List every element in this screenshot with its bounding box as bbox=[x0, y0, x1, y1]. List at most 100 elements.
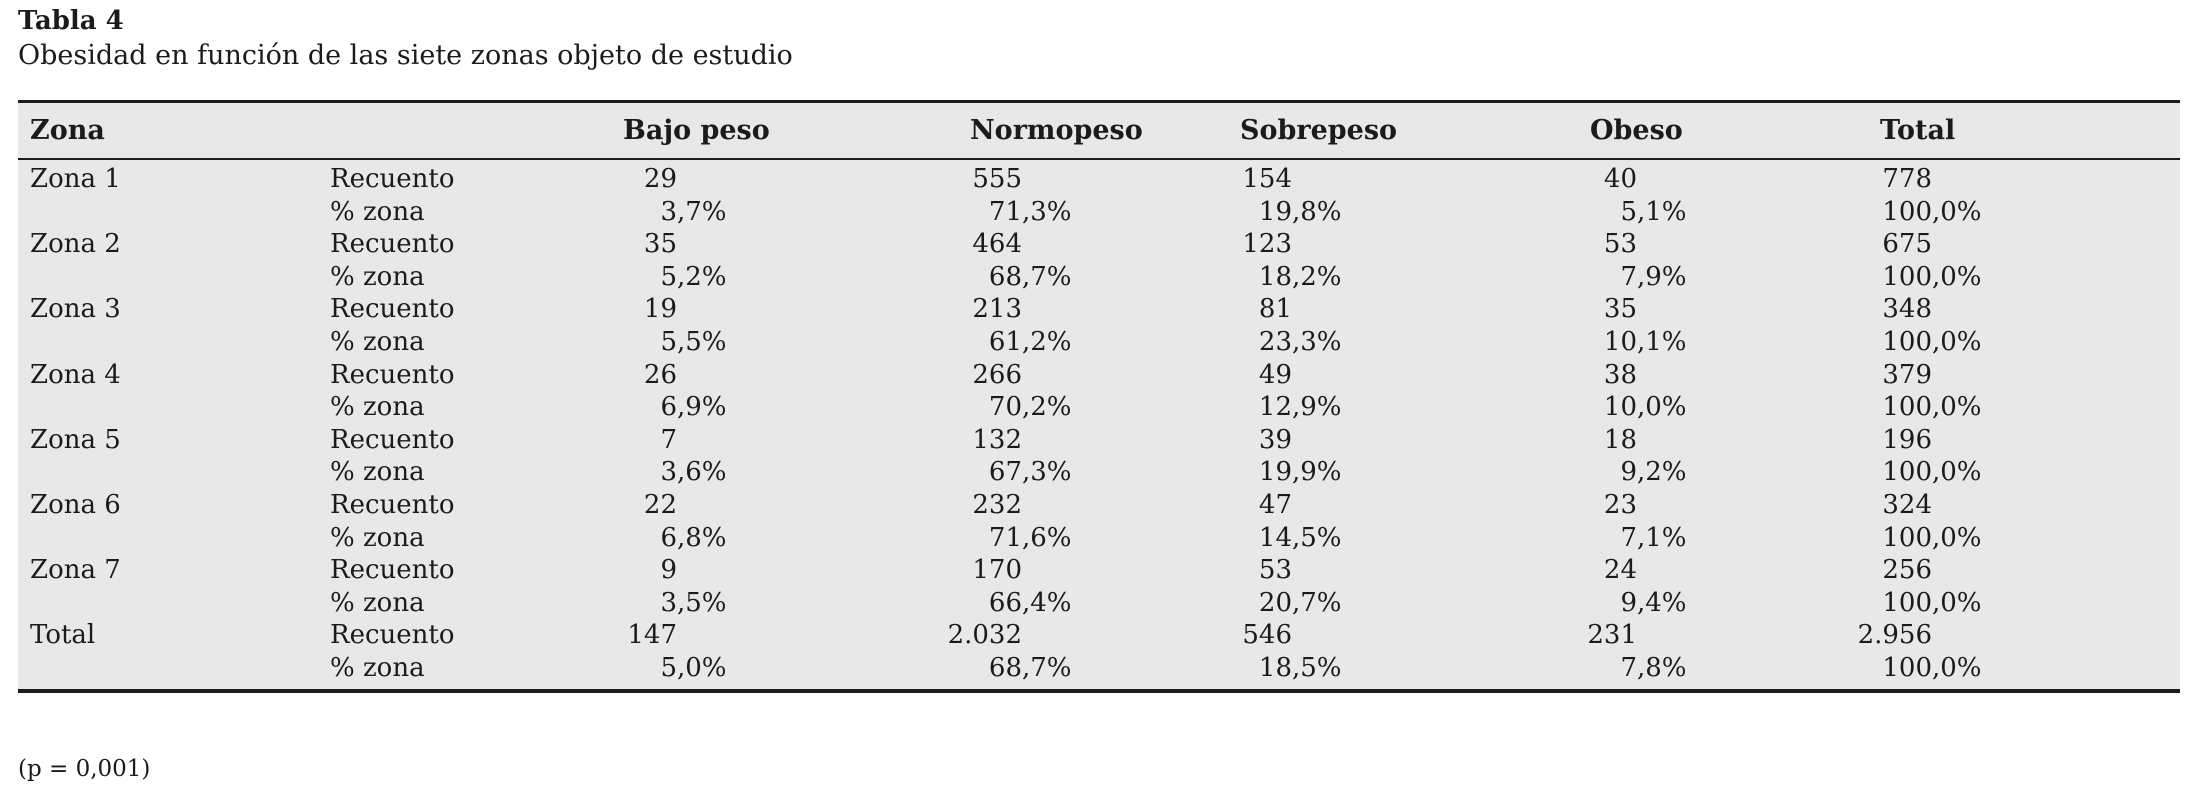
table-row: % zona 3,5% 66,4% 20,7% 9,4% 100,0% bbox=[18, 587, 2180, 620]
value-fraction-part bbox=[1022, 619, 1068, 652]
value-fraction-part bbox=[1292, 293, 1338, 326]
count-value: 9 bbox=[463, 554, 723, 587]
value-integer-part: 19 bbox=[643, 294, 677, 325]
value-fraction-part bbox=[1022, 489, 1068, 522]
percent-value: 3,7% bbox=[463, 196, 726, 229]
percent-value: 100,0% bbox=[1718, 587, 1981, 620]
value-integer-part: 7 bbox=[1620, 522, 1637, 553]
value-integer-part: 7 bbox=[660, 424, 677, 455]
value-fraction-part: ,1% bbox=[1637, 326, 1687, 357]
value-integer-part: 9 bbox=[1620, 457, 1637, 488]
value-fraction-part bbox=[677, 293, 723, 326]
value-fraction-part: ,8% bbox=[1292, 196, 1342, 227]
value-integer-part: 47 bbox=[1258, 489, 1292, 520]
count-value: 49 bbox=[1078, 359, 1338, 392]
value-fraction-part bbox=[1637, 163, 1683, 196]
percent-value: 5,5% bbox=[463, 326, 727, 359]
obesity-by-zone-table: Zona Bajo peso Normopeso Sobrepeso Obeso… bbox=[18, 100, 2180, 693]
value-fraction-part: ,4% bbox=[1637, 587, 1687, 618]
value-integer-part: 18 bbox=[1258, 652, 1292, 683]
value-fraction-part bbox=[1022, 424, 1068, 457]
value-integer-part: 100 bbox=[1882, 652, 1932, 683]
metric-label: Recuento bbox=[330, 229, 455, 260]
count-value: 39 bbox=[1078, 424, 1338, 457]
value-fraction-part bbox=[1932, 228, 1978, 261]
value-integer-part: 324 bbox=[1882, 489, 1932, 520]
table-row: Zona 7 Recuento 9 170 53 24 256 bbox=[18, 554, 2180, 587]
value-fraction-part: ,9% bbox=[1292, 457, 1342, 488]
zona-cell bbox=[30, 196, 320, 229]
count-value: 555 bbox=[808, 163, 1068, 196]
percent-value: 5,1% bbox=[1423, 196, 1686, 229]
value-fraction-part: ,3% bbox=[1292, 326, 1342, 357]
value-fraction-part: ,0% bbox=[1932, 522, 1982, 553]
percent-value: 3,6% bbox=[463, 456, 726, 489]
column-header-bajo-peso: Bajo peso bbox=[623, 115, 770, 146]
percent-value: 61,2% bbox=[808, 326, 1072, 359]
value-integer-part: 10 bbox=[1603, 392, 1637, 423]
count-value: 379 bbox=[1718, 359, 1978, 392]
value-fraction-part: ,5% bbox=[677, 326, 727, 357]
value-integer-part: 231 bbox=[1587, 620, 1637, 651]
value-fraction-part: ,2% bbox=[1637, 457, 1687, 488]
value-fraction-part bbox=[677, 163, 723, 196]
count-value: 464 bbox=[808, 228, 1068, 261]
value-integer-part: 23 bbox=[1258, 326, 1292, 357]
value-integer-part: 546 bbox=[1242, 620, 1292, 651]
value-fraction-part bbox=[1932, 424, 1978, 457]
value-fraction-part: ,0% bbox=[1932, 196, 1982, 227]
value-integer-part: 5 bbox=[1620, 196, 1637, 227]
metric-label: Recuento bbox=[330, 620, 455, 651]
value-integer-part: 19 bbox=[1258, 196, 1292, 227]
count-value: 132 bbox=[808, 424, 1068, 457]
table-row: % zona 5,2% 68,7% 18,2% 7,9% 100,0% bbox=[18, 261, 2180, 294]
value-integer-part: 7 bbox=[1620, 261, 1637, 292]
value-integer-part: 100 bbox=[1882, 261, 1932, 292]
value-integer-part: 170 bbox=[972, 555, 1022, 586]
value-fraction-part: ,0% bbox=[1932, 392, 1982, 423]
count-value: 348 bbox=[1718, 293, 1978, 326]
value-integer-part: 61 bbox=[988, 326, 1022, 357]
value-fraction-part: ,7% bbox=[1292, 587, 1342, 618]
count-value: 26 bbox=[463, 359, 723, 392]
value-fraction-part bbox=[1637, 293, 1683, 326]
value-integer-part: 100 bbox=[1882, 326, 1932, 357]
percent-value: 70,2% bbox=[808, 391, 1072, 424]
percent-value: 66,4% bbox=[808, 587, 1072, 620]
value-integer-part: 9 bbox=[1620, 587, 1637, 618]
metric-label: % zona bbox=[330, 457, 425, 488]
value-fraction-part bbox=[1292, 489, 1338, 522]
p-value-footnote: (p = 0,001) bbox=[18, 756, 151, 782]
metric-label: Recuento bbox=[330, 424, 455, 455]
value-integer-part: 40 bbox=[1603, 164, 1637, 194]
value-integer-part: 23 bbox=[1603, 489, 1637, 520]
table-row: % zona 6,8% 71,6% 14,5% 7,1% 100,0% bbox=[18, 522, 2180, 555]
percent-value: 100,0% bbox=[1718, 522, 1982, 555]
value-integer-part: 555 bbox=[972, 164, 1022, 194]
value-fraction-part bbox=[677, 359, 723, 392]
percent-value: 71,3% bbox=[808, 196, 1072, 229]
metric-label: Recuento bbox=[330, 359, 455, 390]
count-value: 53 bbox=[1423, 228, 1683, 261]
value-fraction-part: ,8% bbox=[1637, 652, 1687, 683]
percent-value: 9,4% bbox=[1423, 587, 1687, 620]
zona-cell: Zona 4 bbox=[30, 359, 121, 390]
value-integer-part: 68 bbox=[988, 652, 1022, 683]
count-value: 40 bbox=[1423, 163, 1683, 196]
value-fraction-part: ,5% bbox=[1292, 652, 1342, 683]
table-row: % zona 6,9% 70,2% 12,9% 10,0% 100,0% bbox=[18, 391, 2180, 424]
value-integer-part: 196 bbox=[1882, 424, 1932, 455]
value-fraction-part bbox=[1292, 163, 1338, 196]
value-integer-part: 213 bbox=[972, 294, 1022, 325]
value-integer-part: 14 bbox=[1258, 522, 1292, 553]
metric-label: % zona bbox=[330, 522, 425, 553]
count-value: 256 bbox=[1718, 554, 1978, 587]
value-integer-part: 68 bbox=[988, 261, 1022, 292]
value-fraction-part: ,2% bbox=[1292, 261, 1342, 292]
value-fraction-part bbox=[1932, 554, 1978, 587]
count-value: 7 bbox=[463, 424, 723, 457]
table-row: Zona 6 Recuento 22 232 47 23 324 bbox=[18, 489, 2180, 522]
value-fraction-part bbox=[1932, 489, 1978, 522]
value-integer-part: 35 bbox=[1603, 294, 1637, 325]
